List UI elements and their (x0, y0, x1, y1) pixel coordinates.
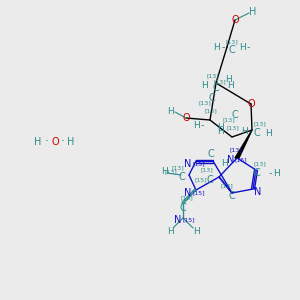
Text: [13]: [13] (254, 161, 266, 166)
Text: -: - (268, 168, 272, 178)
Text: [13]: [13] (172, 166, 184, 170)
Text: [13]: [13] (254, 122, 266, 127)
Text: H: H (167, 106, 173, 116)
Text: H: H (265, 128, 272, 137)
Text: O: O (182, 113, 190, 123)
Text: N: N (254, 187, 262, 197)
Text: [13]: [13] (199, 100, 212, 106)
Polygon shape (235, 130, 252, 158)
Text: H: H (167, 226, 173, 236)
Text: H: H (217, 128, 224, 136)
Text: [13]: [13] (223, 118, 236, 122)
Text: N: N (227, 155, 235, 165)
Text: C: C (254, 128, 260, 138)
Text: H: H (249, 7, 257, 17)
Text: [13]: [13] (207, 74, 219, 79)
Text: [13]: [13] (220, 184, 233, 188)
Text: H: H (160, 167, 167, 176)
Text: [15]: [15] (235, 158, 247, 163)
Text: C: C (229, 45, 236, 55)
Text: N: N (174, 215, 182, 225)
Text: H: H (274, 169, 280, 178)
Text: -: - (246, 42, 250, 52)
Text: [13]: [13] (214, 80, 226, 85)
Text: [13]: [13] (201, 167, 213, 172)
Text: O: O (231, 15, 239, 25)
Text: C: C (178, 172, 185, 182)
Text: C: C (208, 93, 215, 103)
Text: N: N (184, 188, 192, 198)
Text: H: H (226, 82, 233, 91)
Text: ·: · (45, 136, 49, 148)
Text: [13]: [13] (226, 40, 238, 44)
Text: H: H (34, 137, 42, 147)
Text: [13]: [13] (226, 125, 239, 130)
Text: H: H (241, 128, 248, 136)
Text: [15]: [15] (183, 218, 195, 223)
Text: C: C (232, 110, 238, 120)
Text: H: H (225, 76, 231, 85)
Text: H: H (193, 121, 200, 130)
Text: C: C (207, 175, 213, 185)
Text: C: C (254, 168, 260, 178)
Text: -: - (200, 120, 204, 130)
Text: H: H (194, 226, 200, 236)
Text: O: O (247, 99, 255, 109)
Text: [15]: [15] (193, 161, 205, 166)
Text: O: O (51, 137, 59, 147)
Text: H: H (67, 137, 75, 147)
Text: H: H (240, 43, 246, 52)
Text: C: C (229, 191, 236, 201)
Text: -: - (221, 42, 225, 52)
Text: H: H (217, 122, 224, 131)
Text: [15]: [15] (193, 190, 205, 196)
Text: [13]: [13] (205, 109, 218, 113)
Text: ·: · (61, 136, 65, 148)
Text: [13]: [13] (181, 196, 194, 200)
Text: C: C (213, 83, 219, 93)
Text: H: H (222, 160, 228, 169)
Text: C: C (208, 149, 214, 159)
Text: [13]: [13] (230, 148, 242, 152)
Text: C: C (180, 203, 186, 213)
Text: [15]: [15] (195, 178, 207, 182)
Text: [13]: [13] (165, 169, 177, 175)
Text: N: N (184, 159, 192, 169)
Text: H: H (201, 82, 207, 91)
Text: H: H (213, 43, 219, 52)
